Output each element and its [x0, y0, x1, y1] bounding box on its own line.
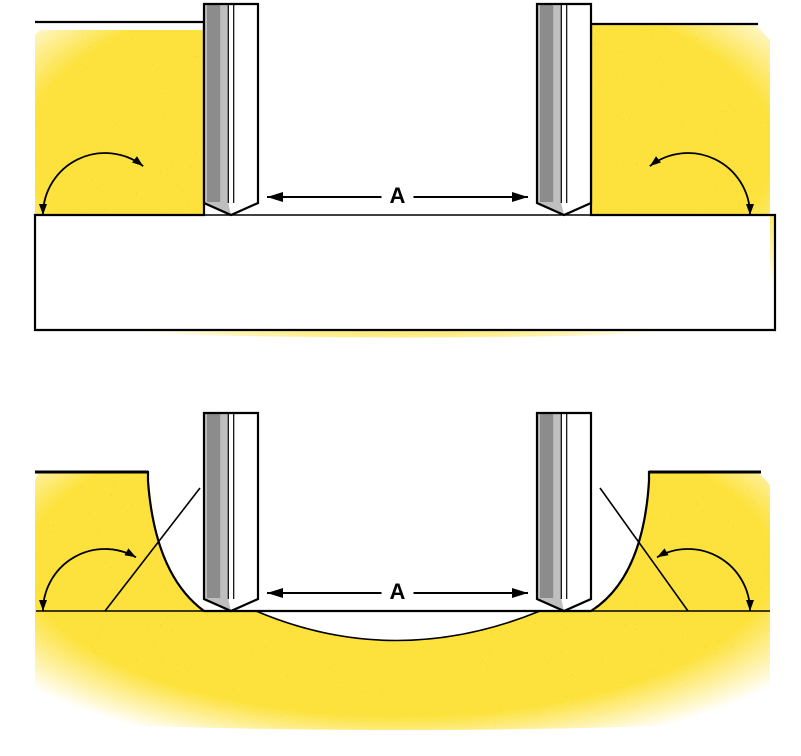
pile-face [228, 4, 258, 215]
arrowhead [512, 588, 528, 598]
pile-shadow-inner [540, 413, 553, 598]
pile-face [561, 4, 591, 215]
arrowhead [512, 192, 528, 202]
dimension-label: A [390, 579, 406, 604]
pile-shadow-inner [207, 413, 220, 598]
diagram-svg: AA [0, 0, 801, 756]
arrowhead [267, 192, 283, 202]
arrowhead [267, 588, 283, 598]
pile-shadow-inner [207, 4, 220, 202]
pile-shadow-inner [540, 4, 553, 202]
pile-face [561, 413, 591, 611]
pile-face [228, 413, 258, 611]
dimension-label: A [390, 183, 406, 208]
upper-soil [35, 24, 775, 338]
